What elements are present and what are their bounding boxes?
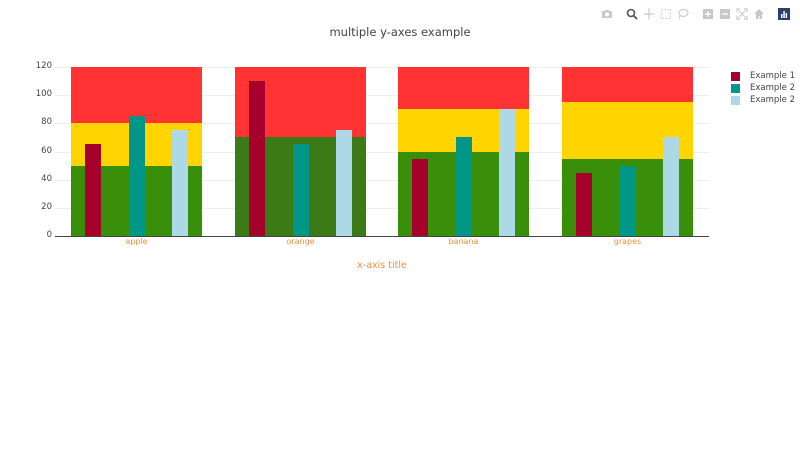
reset-axes-icon[interactable] — [752, 7, 766, 21]
bar-example-2[interactable] — [456, 137, 472, 236]
gridline — [55, 123, 709, 125]
y-tick-label: 20 — [41, 201, 52, 212]
bar-example-2[interactable] — [336, 130, 352, 236]
zoom-icon[interactable] — [625, 7, 639, 21]
y-tick-label: 60 — [41, 145, 52, 156]
bar-example-2[interactable] — [293, 144, 309, 236]
legend-item[interactable]: Example 2 — [728, 82, 795, 94]
x-tick-label: apple — [125, 237, 148, 246]
y-tick-label: 80 — [41, 117, 52, 128]
band-red[interactable] — [562, 67, 693, 103]
pan-icon[interactable] — [642, 7, 656, 21]
legend-label: Example 2 — [750, 83, 795, 93]
zoom-in-icon[interactable] — [701, 7, 715, 21]
x-tick-label: banana — [448, 237, 479, 246]
bar-example-2[interactable] — [172, 130, 188, 236]
bar-example-2[interactable] — [499, 109, 515, 236]
legend-swatch-icon — [731, 95, 740, 105]
bar-example-1[interactable] — [576, 172, 592, 236]
bar-example-2[interactable] — [129, 116, 145, 236]
x-tick-label: grapes — [613, 237, 642, 246]
gridline — [55, 151, 709, 153]
x-axis-title: x-axis title — [357, 260, 407, 271]
y-tick-label: 0 — [46, 230, 52, 240]
x-axis-line — [55, 236, 709, 237]
plot-area[interactable] — [55, 67, 709, 236]
legend-label: Example 2 — [750, 95, 795, 105]
bar-example-1[interactable] — [249, 81, 265, 236]
modebar — [598, 6, 792, 22]
gridline — [55, 67, 709, 68]
band-red[interactable] — [71, 67, 202, 124]
legend-item[interactable]: Example 1 — [728, 70, 795, 82]
camera-icon[interactable] — [600, 7, 614, 21]
band-red[interactable] — [398, 67, 529, 110]
legend-swatch-icon — [731, 71, 740, 81]
x-tick-label: orange — [286, 237, 315, 246]
legend: Example 1 Example 2 Example 2 — [728, 70, 795, 106]
lasso-icon[interactable] — [676, 7, 690, 21]
legend-label: Example 1 — [750, 71, 795, 81]
gridline — [55, 207, 709, 209]
legend-item[interactable]: Example 2 — [728, 94, 795, 106]
gridline — [55, 95, 709, 97]
y-tick-label: 100 — [35, 89, 52, 100]
bar-example-1[interactable] — [85, 144, 101, 236]
zoom-out-icon[interactable] — [718, 7, 732, 21]
y-tick-label: 40 — [41, 173, 52, 184]
legend-swatch-icon — [731, 83, 740, 93]
autoscale-icon[interactable] — [735, 7, 749, 21]
gridline — [55, 179, 709, 181]
chart-title: multiple y-axes example — [329, 25, 471, 39]
y-tick-label: 120 — [35, 61, 52, 71]
bar-example-1[interactable] — [412, 158, 428, 236]
plotly-logo-icon[interactable] — [777, 7, 791, 21]
box-select-icon[interactable] — [659, 7, 673, 21]
bar-example-2[interactable] — [620, 165, 636, 236]
bar-example-2[interactable] — [663, 137, 679, 236]
